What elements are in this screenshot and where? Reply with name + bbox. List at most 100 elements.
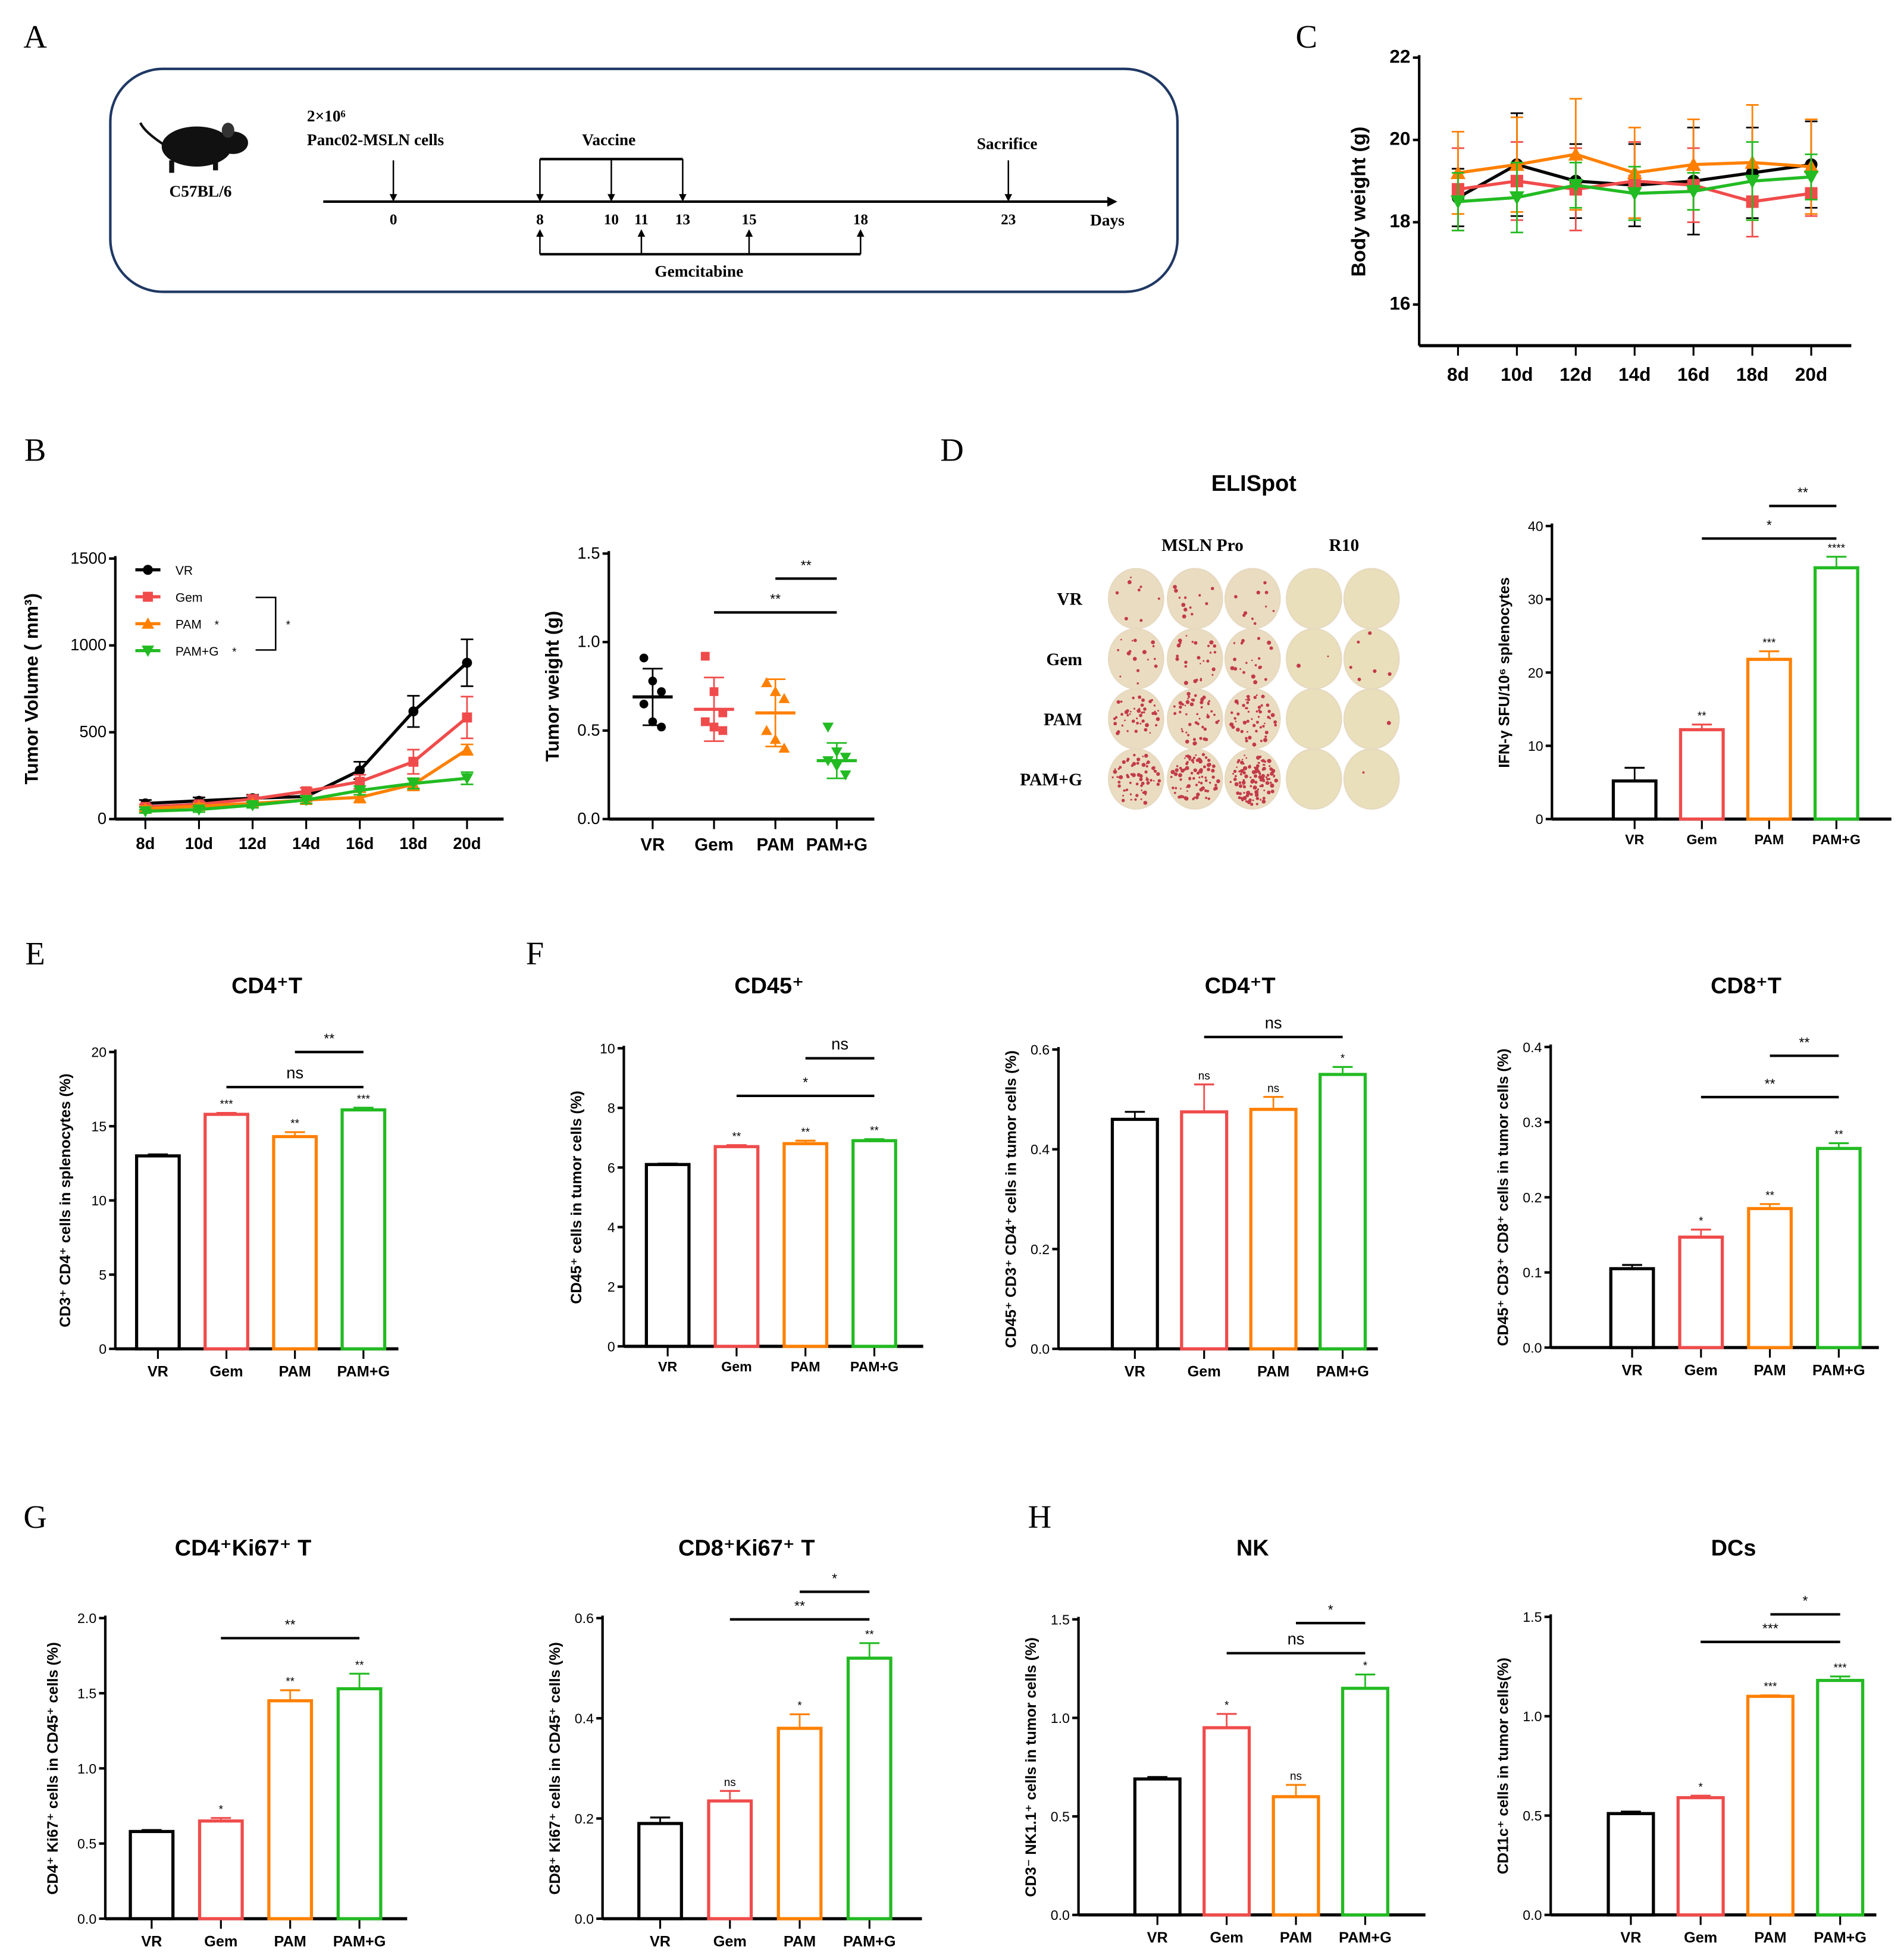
y-axis-label: Body weight (g) [1348,127,1370,277]
x-tick-label: VR [1147,1929,1168,1946]
x-tick-label: Gem [694,835,734,854]
y-tick-label: 15 [91,1119,107,1134]
arrow-down-icon [536,194,544,202]
bar-significance: * [1699,1781,1703,1794]
chart-title: CD45⁺ [734,973,804,998]
arrow-down-icon [1004,194,1013,202]
y-axis-label: Tumor weight (g) [541,611,563,762]
elispot-well [1167,748,1223,810]
y-tick-label: 1.0 [1523,1709,1542,1724]
legend-significance: * [215,619,220,632]
elispot-well [1108,568,1164,629]
y-tick-label: 0.4 [1523,1039,1542,1055]
square-marker [408,756,419,767]
triangle-up-marker [353,791,367,803]
circle-marker [143,565,153,575]
bar-significance: *** [357,1093,371,1105]
y-axis-label: CD45⁺ CD3⁺ CD8⁺ cells in tumor cells (%) [1495,1048,1512,1346]
bar-PAM+G [851,1139,897,1348]
y-tick-label: 0.5 [77,1836,96,1851]
legend-bracket [255,596,277,651]
elispot-well [1167,688,1223,750]
triangle-up-marker [760,725,772,735]
chart-title: CD4⁺Ki67⁺ T [175,1536,311,1561]
timeline-box [109,67,1179,293]
bar-PAM+G [1816,1678,1865,1917]
y-tick-label: 0.6 [1031,1042,1050,1057]
x-tick-label: VR [650,1933,671,1950]
y-tick-label: 0.2 [575,1811,594,1826]
bar-significance: ** [1834,1129,1843,1141]
y-tick-label: 1.0 [1051,1710,1070,1726]
x-tick-label: VR [1622,1362,1643,1378]
legend-bracket-significance: * [286,619,291,632]
square-marker [462,712,472,723]
x-tick-label: PAM [1280,1929,1312,1946]
y-axis-label: CD45⁺ cells in tumor cells (%) [568,1091,585,1304]
bar-significance: * [219,1803,224,1816]
bar-PAM [1746,1694,1795,1917]
y-tick-label: 0.1 [1523,1265,1542,1280]
circle-marker [657,722,666,732]
x-tick-label: PAM+G [1812,1362,1865,1378]
x-tick-label: VR [1125,1363,1145,1380]
chart-title: CD8⁺Ki67⁺ T [678,1536,815,1561]
bar-PAM [1272,1795,1320,1917]
x-tick-label: Gem [1210,1929,1244,1946]
bar-PAM [1249,1108,1298,1351]
y-tick-label: 40 [1528,519,1543,534]
y-tick-label: 1.5 [1523,1609,1542,1625]
cells-name-label: Panc02-MSLN cells [307,131,444,149]
x-tick-label: Gem [1684,1929,1717,1946]
legend-label: Gem [176,591,203,604]
triangle-down-marker [246,800,259,812]
bar-significance: ** [732,1130,741,1143]
triangle-up-marker [778,742,790,753]
bar-Gem [198,1819,244,1920]
x-tick-label: PAM [274,1933,306,1950]
significance-label: ** [801,557,812,573]
y-axis-label: CD4⁺ Ki67⁺ cells in CD45⁺ cells (%) [45,1642,61,1895]
arrow-down-icon [389,194,397,202]
triangle-down-marker [1509,191,1525,205]
x-tick-label: PAM+G [850,1359,898,1374]
triangle-down-marker [840,770,851,781]
significance-label: ** [1799,1035,1809,1050]
bar-significance: **** [1828,542,1846,554]
bar-significance: ** [290,1118,299,1130]
legend-significance: * [232,646,237,659]
square-marker [700,717,710,726]
x-tick-label: 10d [1501,364,1533,385]
significance-label: ** [1797,485,1808,500]
circle-marker [639,653,649,663]
bar-significance: *** [220,1098,233,1111]
y-tick-label: 0.0 [77,1911,96,1926]
y-tick-label: 20 [1528,665,1543,681]
triangle-down-marker [461,773,474,785]
elispot-row-label: Gem [1046,650,1082,669]
triangle-down-marker [822,722,834,733]
x-tick-label: Gem [204,1933,237,1950]
y-tick-label: 8 [607,1101,615,1116]
bar-significance: ns [1198,1070,1210,1082]
day-tick-label: 18 [853,211,868,228]
triangle-down-marker [1803,170,1819,185]
y-tick-label: 10 [1528,738,1543,754]
bar-VR [1133,1777,1182,1917]
x-tick-label: PAM+G [337,1363,390,1380]
significance-label: ns [286,1063,303,1082]
bar-PAM [267,1699,314,1920]
x-tick-label: Gem [721,1359,751,1374]
y-tick-label: 0.0 [1051,1907,1070,1923]
panel-label: E [25,935,45,972]
x-tick-label: 20d [453,834,481,853]
bar-PAM+G [340,1108,387,1351]
y-tick-label: 0.2 [1031,1242,1050,1257]
bar-significance: ** [870,1124,879,1137]
chart-title: CD4⁺T [1205,973,1276,998]
elispot-well [1285,688,1342,750]
y-tick-label: 20 [91,1045,107,1060]
y-tick-label: 1.5 [77,1685,96,1701]
x-tick-label: 12d [239,834,267,853]
